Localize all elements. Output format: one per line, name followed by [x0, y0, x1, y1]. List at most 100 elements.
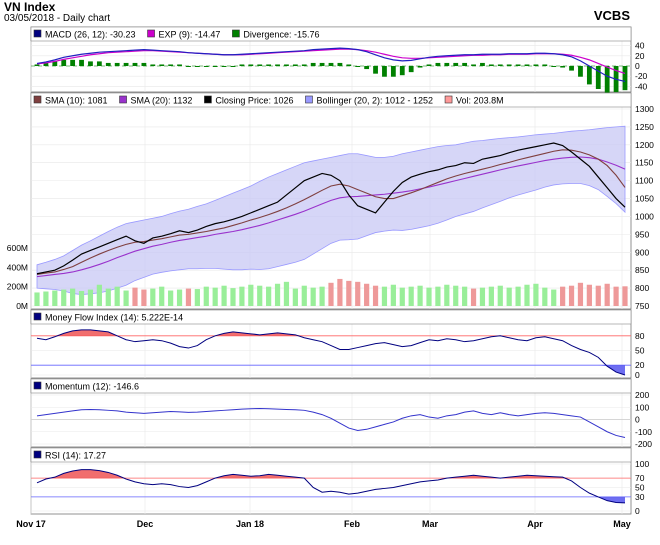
panel-price-legend-bar [30, 92, 632, 108]
panel-momentum-legend-bar [30, 378, 632, 394]
macd-divergence-bar [168, 64, 174, 66]
panel-macd-legend-swatch [147, 29, 155, 38]
volume-bar [408, 286, 414, 306]
volume-bar [70, 288, 76, 306]
macd-divergence-bar [417, 66, 423, 68]
price-series-line [36, 149, 626, 276]
panel-macd-legend-label: MACD (26, 12): -30.23 [45, 30, 136, 40]
macd-divergence-bar [52, 61, 58, 66]
panel-mfi-legend-bar [30, 309, 632, 325]
x-axis-label: May [613, 519, 631, 529]
volume-bar [372, 285, 379, 306]
panel-price-tick-label: 1000 [635, 211, 654, 221]
chart-subtitle: 03/05/2018 - Daily chart [4, 13, 111, 24]
volume-bar [203, 286, 209, 306]
panel-macd-legend-label: Divergence: -15.76 [243, 30, 319, 40]
macd-divergence-bar [186, 66, 191, 67]
volume-bar [560, 286, 566, 306]
volume-bar [159, 286, 165, 306]
volume-bar [150, 288, 156, 306]
volume-bar [435, 286, 441, 306]
macd-divergence-bar [506, 64, 512, 66]
panel-price-legend-label: SMA (10): 1081 [45, 96, 108, 106]
momentum-line [36, 407, 626, 438]
macd-divergence-bar [408, 66, 414, 73]
macd-divergence-bar [79, 59, 84, 66]
macd-divergence-bar [622, 66, 628, 91]
macd-divergence-bar [586, 66, 592, 85]
panel-rsi-tick-label: 50 [635, 483, 645, 493]
volume-bar [488, 286, 494, 306]
panel-momentum-tick-label: 200 [635, 390, 649, 400]
panel-rsi-line [36, 469, 626, 504]
volume-bar [551, 289, 557, 306]
panel-macd-tick-label: -40 [635, 81, 648, 91]
macd-divergence-bar [435, 62, 441, 66]
macd-divergence-bar [595, 66, 601, 89]
volume-bar [515, 286, 521, 306]
volume-bar [506, 287, 512, 306]
macd-divergence-bar [310, 62, 316, 66]
volume-bar [319, 286, 325, 306]
volume-tick-label: 200M [7, 282, 28, 292]
volume-bar [462, 286, 468, 306]
panel-macd-legend-swatch [232, 29, 240, 38]
panel-mfi-tick-label: 20 [635, 360, 645, 370]
macd-series-line [36, 47, 626, 83]
macd-divergence-bar [132, 62, 138, 66]
macd-divergence-bar [364, 66, 370, 70]
macd-divergence-bar [462, 62, 468, 66]
volume-bar [497, 285, 503, 306]
volume-bar [417, 285, 423, 306]
macd-divergence-bar [257, 64, 263, 66]
macd-divergence-bar [426, 64, 432, 66]
volume-bar [194, 289, 200, 306]
macd-divergence-bar [301, 64, 307, 66]
panel-rsi-legend-label: RSI (14): 17.27 [45, 451, 106, 461]
volume-bar [346, 280, 352, 306]
macd-divergence-bar [560, 66, 566, 68]
macd-divergence-bar [471, 64, 476, 66]
panel-price-tick-label: 1200 [635, 140, 654, 150]
volume-bar [123, 290, 129, 306]
macd-divergence-bar [604, 66, 610, 94]
panel-macd-legend-label: EXP (9): -14.47 [159, 30, 221, 40]
panel-mfi-tick-label: 80 [635, 331, 645, 341]
volume-bar [105, 288, 111, 306]
volume-bar [185, 288, 192, 306]
volume-bar [114, 286, 120, 306]
volume-bar [257, 285, 263, 306]
macd-divergence-bar [150, 64, 156, 66]
panel-price-legend-label: SMA (20): 1132 [131, 96, 193, 106]
volume-bar [87, 289, 94, 306]
macd-divergence-bar [212, 66, 218, 67]
volume-bar [470, 288, 477, 306]
x-axis-label: Nov 17 [16, 519, 46, 529]
panel-price-legend-swatch [119, 95, 127, 104]
macd-divergence-bar [43, 62, 49, 66]
volume-bar [176, 289, 183, 306]
volume-bar [613, 286, 619, 306]
volume-bar [595, 285, 601, 306]
macd-divergence-bar [390, 66, 396, 77]
macd-divergence-bar [355, 66, 361, 67]
volume-bar [604, 283, 610, 306]
volume-bar [337, 278, 343, 306]
panel-price-legend-label: Vol: 203.8M [456, 96, 504, 106]
volume-bar [274, 283, 281, 306]
volume-bar [586, 284, 592, 306]
panel-mfi-tick-label: 50 [635, 346, 645, 356]
panel-momentum-tick-label: 0 [635, 415, 640, 425]
volume-bar [622, 286, 628, 306]
macd-divergence-bar [382, 66, 387, 77]
macd-divergence-bar [239, 64, 245, 66]
panel-price-tick-label: 1300 [635, 104, 654, 114]
macd-divergence-bar [141, 62, 147, 66]
volume-bar [577, 282, 584, 306]
volume-bar [52, 290, 58, 306]
panel-price-legend-label: Bollinger (20, 2): 1012 - 1252 [316, 96, 433, 106]
volume-bar [355, 281, 361, 306]
volume-bar [141, 289, 147, 306]
